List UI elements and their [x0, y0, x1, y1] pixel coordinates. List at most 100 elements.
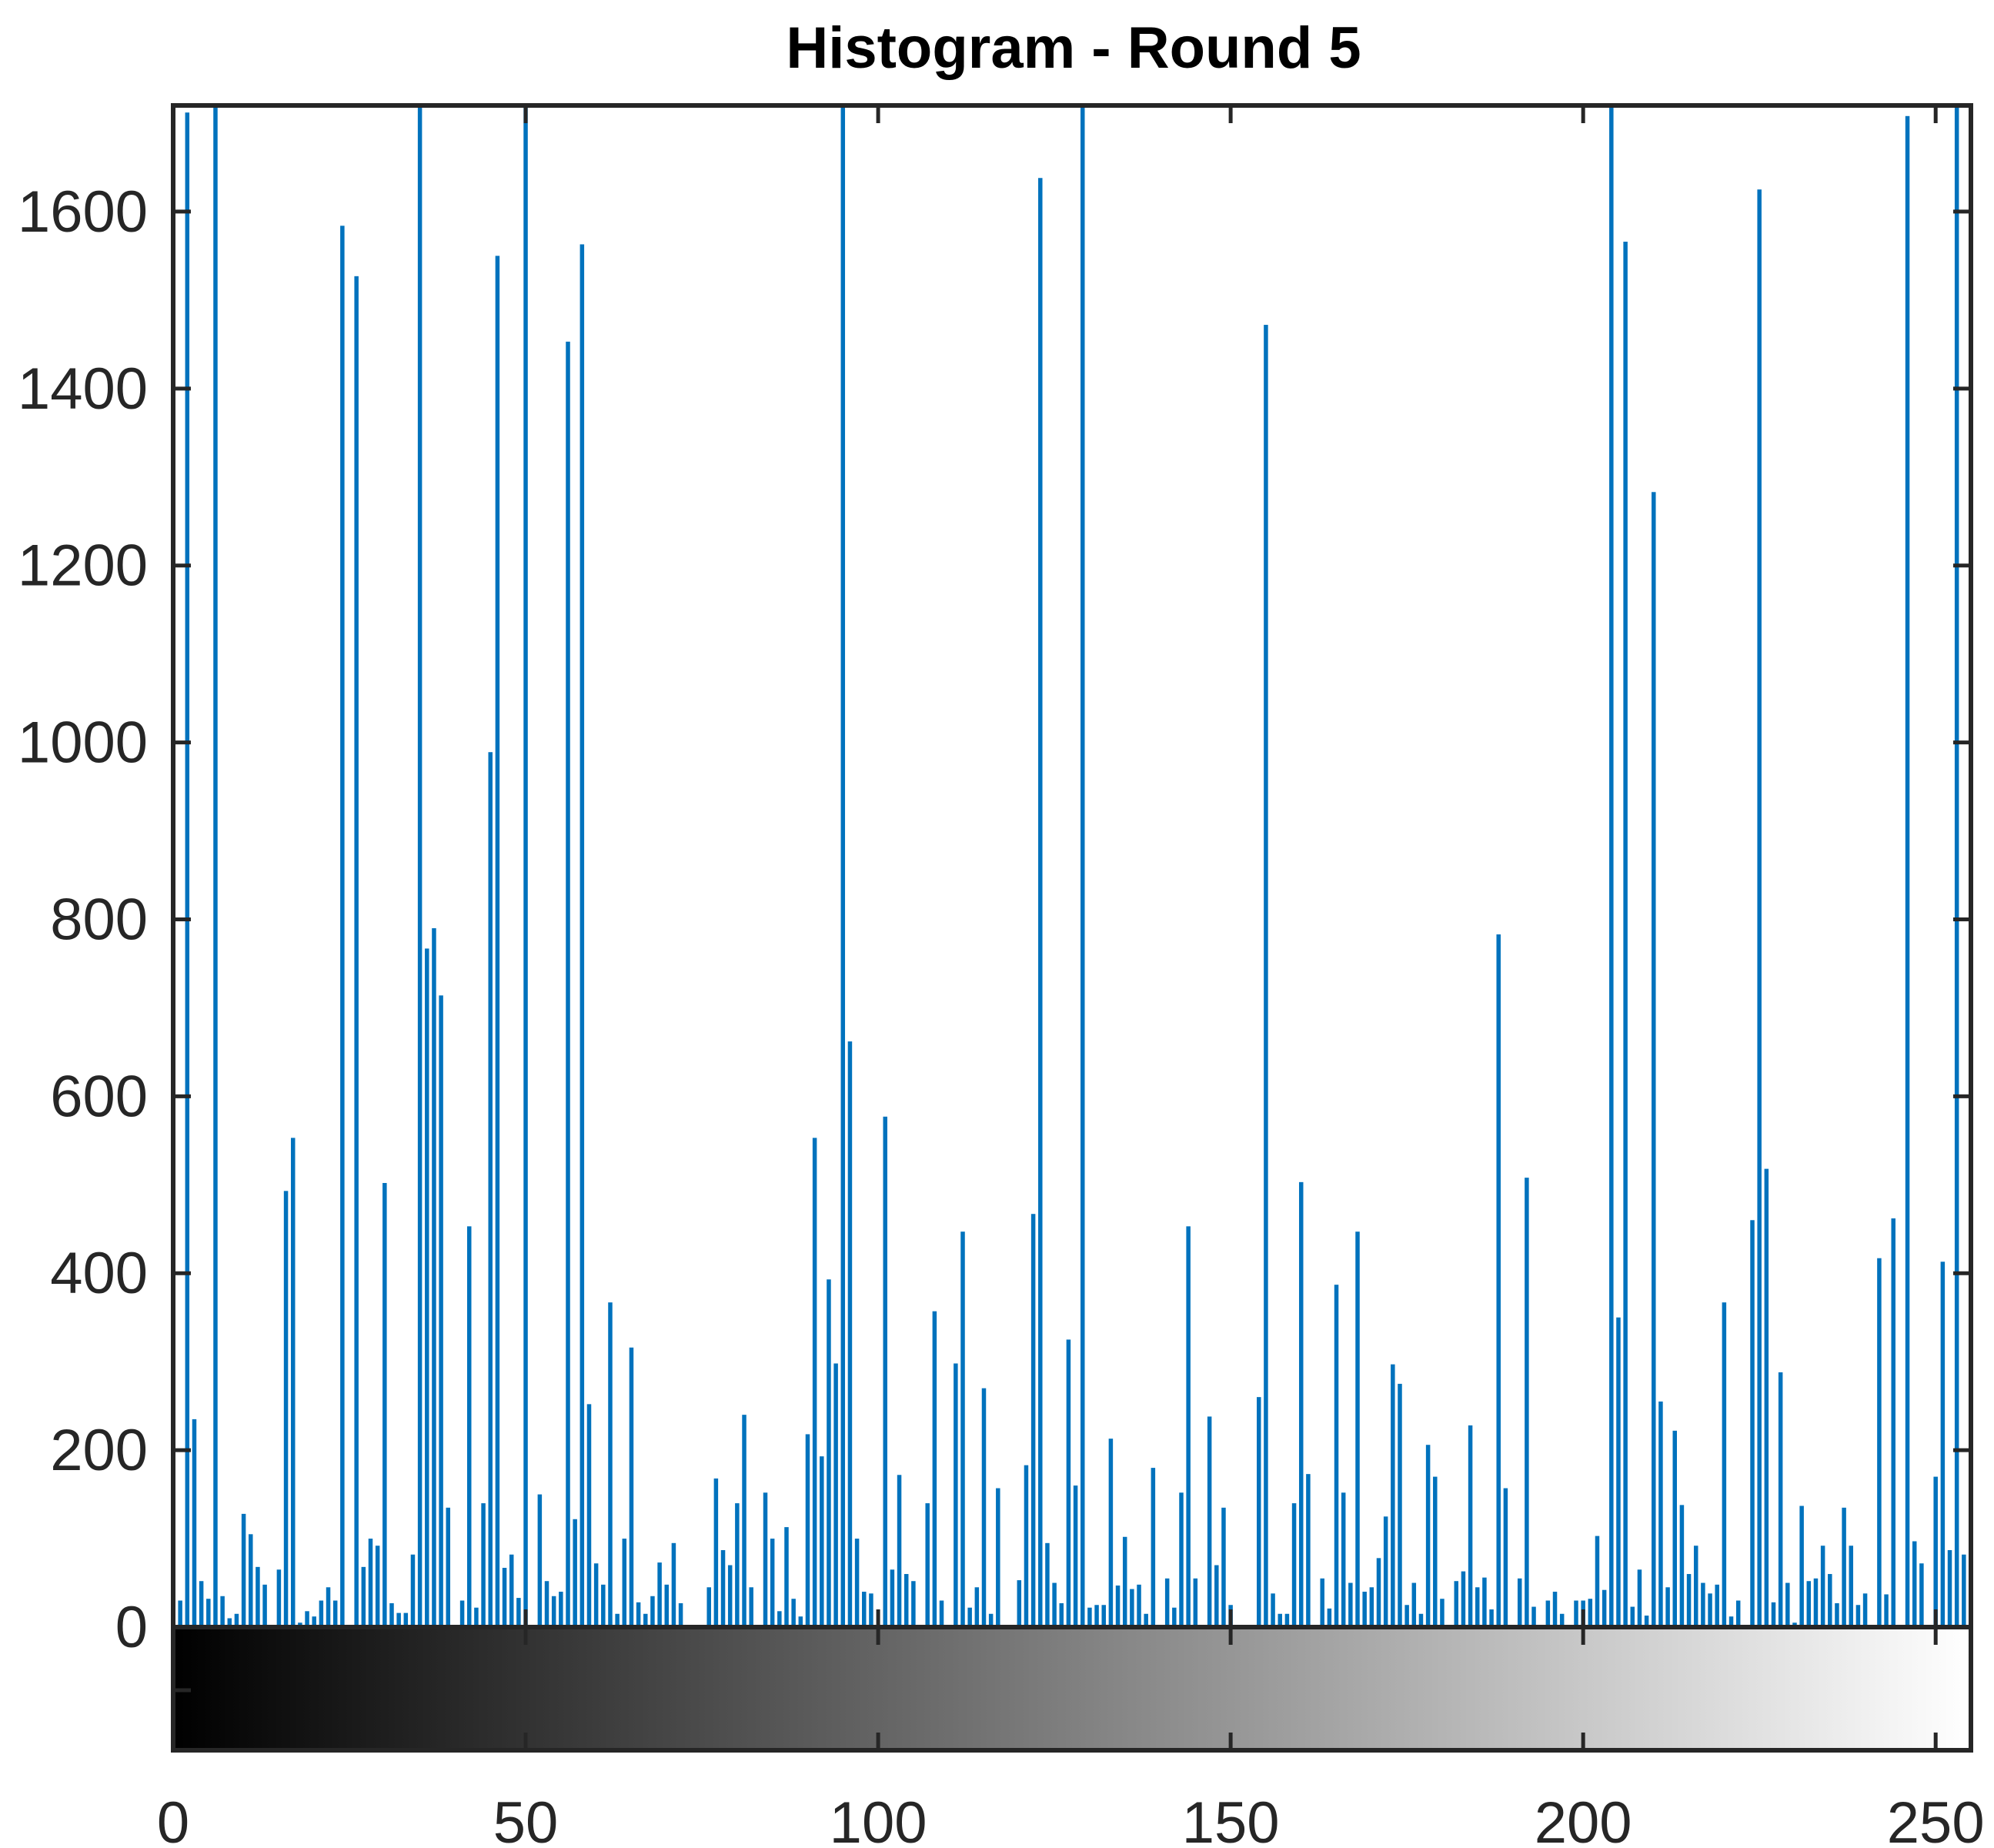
histogram-bar: [1652, 492, 1656, 1627]
histogram-bar: [1306, 1474, 1311, 1627]
histogram-bar: [544, 1581, 549, 1627]
histogram-bar: [1264, 325, 1268, 1627]
histogram-bar: [1525, 1178, 1529, 1627]
histogram-bar: [389, 1602, 394, 1627]
histogram-bar: [883, 1116, 887, 1627]
histogram-bar: [410, 1554, 416, 1627]
histogram-bar: [1835, 1602, 1839, 1627]
y-tick-label: 1600: [18, 179, 148, 245]
histogram-bar: [256, 1566, 260, 1627]
x-tick-label: 150: [1182, 1790, 1280, 1848]
y-tick-labels: 0 200 400 600 800 1000 1200 1400 1600: [18, 179, 148, 1660]
histogram-bar: [220, 1596, 225, 1627]
histogram-bar: [1503, 1488, 1508, 1627]
histogram-bar: [1884, 1594, 1889, 1627]
histogram-bar: [1108, 1439, 1114, 1627]
histogram-bar: [1017, 1580, 1022, 1627]
histogram-bar: [727, 1565, 733, 1627]
histogram-bar: [1030, 1214, 1036, 1627]
histogram-bar: [1411, 1582, 1417, 1627]
histogram-bar: [678, 1602, 683, 1627]
histogram-bar: [1665, 1587, 1670, 1627]
histogram-bar: [446, 1507, 451, 1627]
histogram-bar: [1284, 1613, 1290, 1627]
histogram-bar: [1637, 1569, 1642, 1627]
histogram-bar: [1933, 1476, 1938, 1627]
histogram-bar: [1552, 1592, 1558, 1627]
histogram-bar: [657, 1562, 662, 1627]
histogram-bar: [290, 1138, 296, 1627]
histogram-bar: [396, 1612, 401, 1627]
histogram-bar: [1574, 1600, 1578, 1627]
histogram-bar: [459, 1600, 465, 1627]
histogram-bar: [1778, 1372, 1783, 1627]
histogram-bar: [185, 112, 190, 1628]
histogram-bar: [742, 1415, 746, 1627]
histogram-bar: [720, 1550, 726, 1627]
histogram-bar: [1489, 1609, 1494, 1627]
histogram-bar: [1334, 1285, 1339, 1627]
histogram-bar: [1094, 1605, 1099, 1627]
histogram-bar: [1722, 1302, 1727, 1627]
histogram-bar: [516, 1598, 521, 1627]
histogram-bar: [178, 1600, 182, 1627]
histogram-bar: [262, 1584, 267, 1627]
histogram-bar: [1122, 1536, 1127, 1627]
histogram-bar: [1482, 1577, 1487, 1627]
histogram-bar: [622, 1539, 627, 1627]
histogram-bar: [1771, 1602, 1776, 1627]
histogram-bar: [1616, 1317, 1621, 1627]
histogram-bar: [1369, 1587, 1374, 1627]
histogram-bar: [1327, 1608, 1332, 1627]
x-tick-label: 50: [493, 1790, 559, 1848]
histogram-bar: [537, 1494, 543, 1627]
histogram-bar: [1602, 1589, 1607, 1627]
histogram-bar: [1398, 1383, 1402, 1627]
y-tick-label: 800: [50, 887, 148, 952]
histogram-bar: [1686, 1574, 1692, 1627]
histogram-bar: [1785, 1582, 1790, 1627]
histogram-bar: [1905, 115, 1910, 1627]
histogram-bar: [608, 1302, 613, 1627]
histogram-bar: [833, 1363, 838, 1627]
histogram-bar: [276, 1569, 282, 1627]
histogram-bar: [1440, 1599, 1445, 1627]
histogram-bar: [629, 1347, 634, 1627]
histogram-bar: [1045, 1542, 1050, 1627]
histogram-bar: [573, 1519, 577, 1627]
histogram-bar: [1877, 1258, 1882, 1627]
x-tick-label: 0: [157, 1790, 189, 1848]
histogram-bar: [1151, 1468, 1156, 1627]
histogram-bar: [1221, 1507, 1226, 1627]
histogram-bar: [925, 1503, 930, 1627]
histogram-bar: [1137, 1584, 1141, 1627]
histogram-bar: [1052, 1582, 1057, 1627]
histogram-bar: [1757, 189, 1762, 1628]
histogram-bar: [1672, 1430, 1677, 1627]
histogram-bar: [777, 1611, 782, 1627]
x-tick-label: 250: [1887, 1790, 1985, 1848]
histogram-bars: [171, 105, 1966, 1628]
histogram-bar: [1630, 1606, 1635, 1627]
histogram-bar: [1735, 1600, 1741, 1627]
histogram-bar: [1701, 1582, 1705, 1627]
histogram-bar: [1383, 1516, 1388, 1627]
histogram-bar: [332, 1600, 338, 1627]
histogram-bar: [1764, 1168, 1769, 1627]
y-tick-label: 1000: [18, 710, 148, 776]
histogram-bar: [312, 1616, 316, 1627]
histogram-bar: [495, 256, 500, 1627]
histogram-bar: [1545, 1600, 1551, 1627]
histogram-bar: [1193, 1578, 1198, 1627]
histogram-bar: [643, 1613, 648, 1627]
histogram-bar: [981, 1388, 987, 1627]
histogram-bar: [1468, 1425, 1473, 1627]
histogram-bar: [199, 1581, 204, 1627]
histogram-bar: [960, 1231, 965, 1627]
y-tick-label: 400: [50, 1241, 148, 1306]
histogram-bar: [1919, 1563, 1924, 1627]
histogram-bar: [805, 1434, 810, 1627]
histogram-bar: [206, 1599, 211, 1627]
histogram-bar: [735, 1503, 740, 1627]
